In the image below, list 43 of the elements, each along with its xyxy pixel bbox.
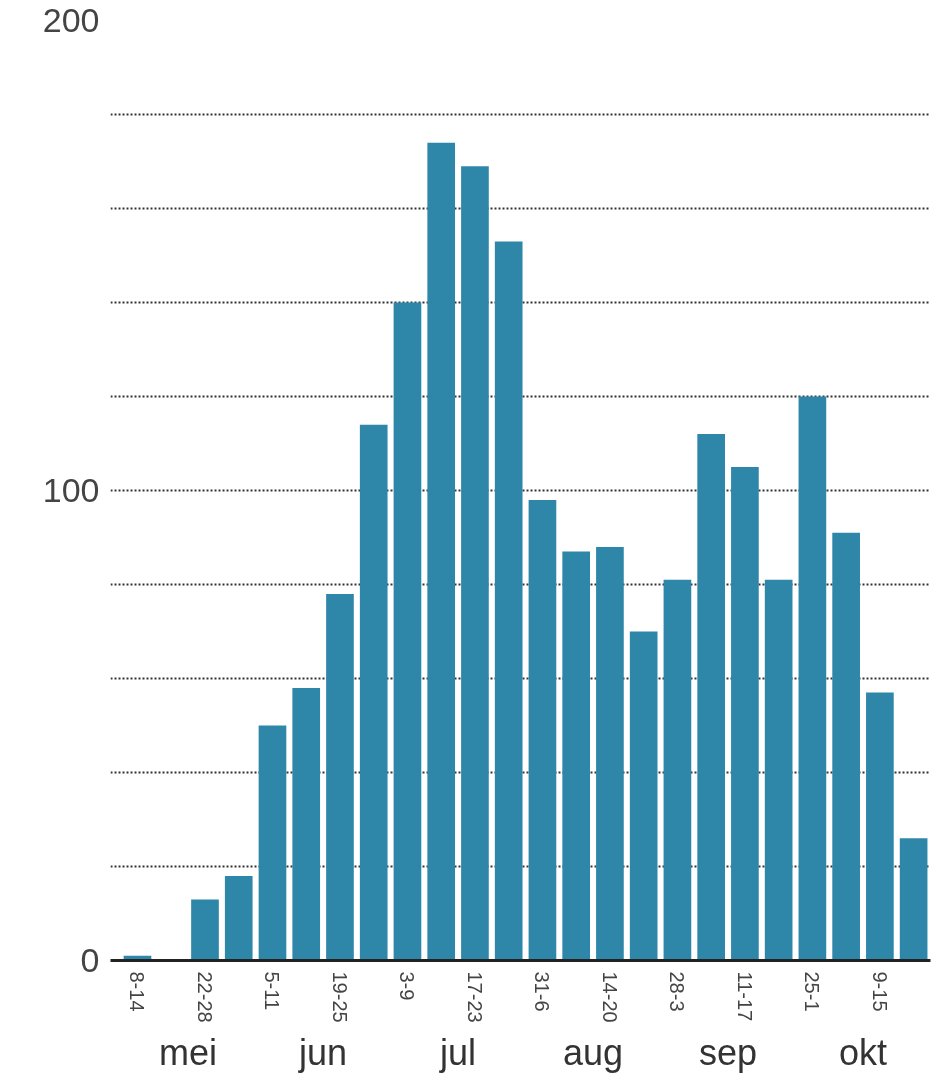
bar — [359, 424, 388, 961]
bar — [866, 692, 894, 961]
bar — [528, 499, 557, 961]
x-tick-label: 25-1 — [801, 971, 824, 1012]
bar — [258, 725, 287, 961]
x-tick-label: 8-14 — [126, 971, 149, 1012]
x-tick-label: 17-23 — [463, 971, 486, 1023]
y-tick-label: 0 — [80, 941, 100, 979]
text: sep — [699, 1031, 758, 1073]
bar — [899, 838, 928, 961]
x-tick-label: 14-20 — [598, 971, 621, 1023]
x-tick-label: 19-25 — [328, 971, 351, 1023]
bar — [731, 467, 759, 961]
y-tick-label: 100 — [42, 471, 100, 509]
x-tick-label: 31-6 — [531, 971, 554, 1012]
bar — [798, 396, 827, 961]
text: okt — [839, 1031, 888, 1073]
bar — [326, 593, 354, 961]
text: jun — [298, 1031, 348, 1073]
bar — [562, 551, 591, 961]
text: aug — [563, 1031, 624, 1073]
x-tick-label: 3-9 — [396, 971, 419, 1001]
x-tick-label: 9-15 — [868, 971, 891, 1012]
bar — [224, 875, 253, 961]
bar — [461, 166, 489, 961]
x-tick-label: 5-11 — [261, 971, 284, 1011]
bar — [832, 532, 860, 961]
bar — [427, 142, 456, 961]
bar — [191, 899, 219, 961]
text: mei — [159, 1031, 218, 1073]
bar — [663, 579, 692, 961]
bar — [292, 687, 321, 961]
x-tick-label: 11-17 — [733, 971, 756, 1022]
bar — [596, 546, 624, 961]
y-tick-label: 200 — [42, 1, 100, 39]
bar — [629, 631, 658, 961]
x-tick-label: 22-28 — [193, 971, 216, 1023]
text: jul — [439, 1031, 477, 1073]
x-tick-label: 28-3 — [666, 971, 689, 1012]
bar — [764, 579, 793, 961]
bar — [494, 241, 523, 961]
bar — [393, 302, 422, 961]
bar — [697, 434, 725, 961]
